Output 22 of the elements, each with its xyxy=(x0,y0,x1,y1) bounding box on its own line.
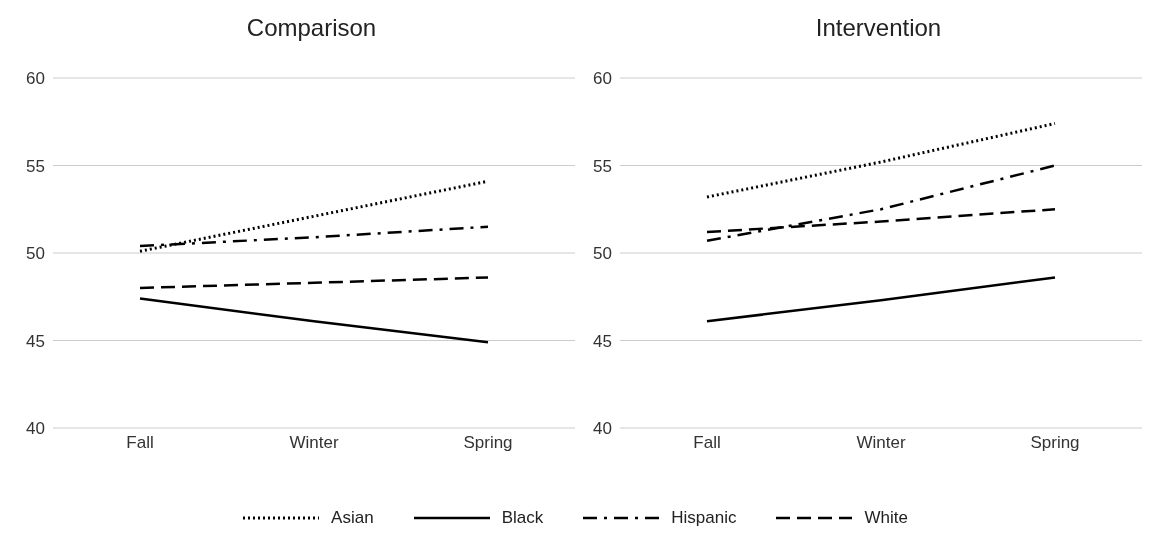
x-tick-label: Winter xyxy=(856,433,906,453)
chart-title: Comparison xyxy=(245,13,378,43)
y-tick-label: 40 xyxy=(593,419,612,439)
y-tick-label: 60 xyxy=(26,69,45,89)
x-tick-label: Fall xyxy=(126,433,154,453)
y-tick-label: 40 xyxy=(26,419,45,439)
legend-label: Black xyxy=(501,508,544,528)
y-tick-label: 45 xyxy=(26,331,45,351)
y-tick-label: 55 xyxy=(26,156,45,176)
y-tick-label: 55 xyxy=(593,156,612,176)
x-tick-label: Fall xyxy=(693,433,721,453)
legend-label: White xyxy=(864,508,908,528)
y-tick-label: 45 xyxy=(593,331,612,351)
chart-title: Intervention xyxy=(814,13,943,43)
y-tick-label: 50 xyxy=(593,244,612,264)
x-tick-label: Spring xyxy=(1030,433,1080,453)
y-tick-label: 60 xyxy=(593,69,612,89)
x-tick-label: Winter xyxy=(289,433,339,453)
legend-label: Hispanic xyxy=(671,508,737,528)
legend-label: Asian xyxy=(331,508,374,528)
y-tick-label: 50 xyxy=(26,244,45,264)
x-tick-label: Spring xyxy=(463,433,513,453)
